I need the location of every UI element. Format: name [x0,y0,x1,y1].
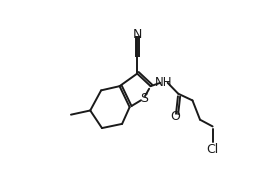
Text: O: O [170,110,180,123]
Text: N: N [133,28,142,41]
Text: Cl: Cl [207,142,219,155]
Text: NH: NH [155,76,173,89]
Text: S: S [140,92,148,105]
